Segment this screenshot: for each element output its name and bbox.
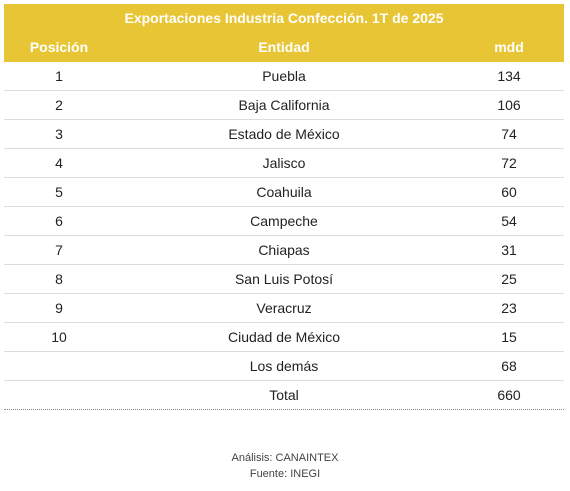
table-title: Exportaciones Industria Confección. 1T d… [4, 4, 564, 33]
mdd-cell: 72 [501, 155, 517, 171]
analysis-credit: Análisis: CANAINTEX [231, 452, 339, 464]
position-cell: 6 [55, 213, 63, 229]
entity-cell: Puebla [262, 68, 306, 84]
table-row: 10 Ciudad de México 15 [4, 323, 564, 352]
table-row: 3 Estado de México 74 [4, 120, 564, 149]
position-cell: 9 [55, 300, 63, 316]
table-body: 1 Puebla 134 2 Baja California 106 3 Estado de … [4, 62, 564, 410]
position-cell [4, 381, 114, 409]
mdd-cell: 74 [501, 126, 517, 142]
mdd-cell: 60 [501, 184, 517, 200]
position-cell: 8 [55, 271, 63, 287]
header-entity: Entidad [258, 39, 310, 55]
table-row: 8 San Luis Potosí 25 [4, 265, 564, 294]
table-row: Los demás 68 [4, 352, 564, 381]
entity-cell: Total [269, 387, 299, 403]
entity-cell: Veracruz [256, 300, 312, 316]
position-cell: 4 [55, 155, 63, 171]
table-row: 9 Veracruz 23 [4, 294, 564, 323]
position-cell: 5 [55, 184, 63, 200]
entity-cell: Estado de México [228, 126, 340, 142]
entity-cell: Los demás [249, 358, 319, 374]
table-row: 7 Chiapas 31 [4, 236, 564, 265]
mdd-cell: 660 [497, 387, 521, 403]
mdd-cell: 23 [501, 300, 517, 316]
mdd-cell: 134 [497, 68, 521, 84]
header-position: Posición [29, 39, 89, 55]
table-row: 1 Puebla 134 [4, 62, 564, 91]
table-row: 2 Baja California 106 [4, 91, 564, 120]
position-cell: 3 [55, 126, 63, 142]
entity-cell: Baja California [238, 97, 330, 113]
table-row: 6 Campeche 54 [4, 207, 564, 236]
mdd-cell: 68 [501, 358, 517, 374]
position-cell: 10 [51, 329, 67, 345]
table-row: 4 Jalisco 72 [4, 149, 564, 178]
position-cell: 1 [55, 68, 63, 84]
entity-cell: Chiapas [258, 242, 310, 258]
entity-cell: Ciudad de México [227, 329, 341, 345]
entity-cell: Jalisco [262, 155, 306, 171]
position-cell: 2 [55, 97, 63, 113]
mdd-cell: 15 [501, 329, 517, 345]
mdd-cell: 54 [501, 213, 517, 229]
entity-cell: San Luis Potosí [234, 271, 334, 287]
source-credit: Fuente: INEGI [249, 468, 321, 480]
table-row: Total 660 [4, 381, 564, 410]
mdd-cell: 31 [501, 242, 517, 258]
table-header: Posición Entidad mdd [4, 33, 564, 62]
mdd-cell: 106 [497, 97, 521, 113]
exports-table: Exportaciones Industria Confección. 1T d… [4, 4, 564, 410]
mdd-cell: 25 [501, 271, 517, 287]
table-row: 5 Coahuila 60 [4, 178, 564, 207]
entity-cell: Campeche [250, 213, 318, 229]
position-cell [4, 352, 114, 380]
entity-cell: Coahuila [256, 184, 312, 200]
position-cell: 7 [55, 242, 63, 258]
header-mdd: mdd [494, 39, 524, 55]
